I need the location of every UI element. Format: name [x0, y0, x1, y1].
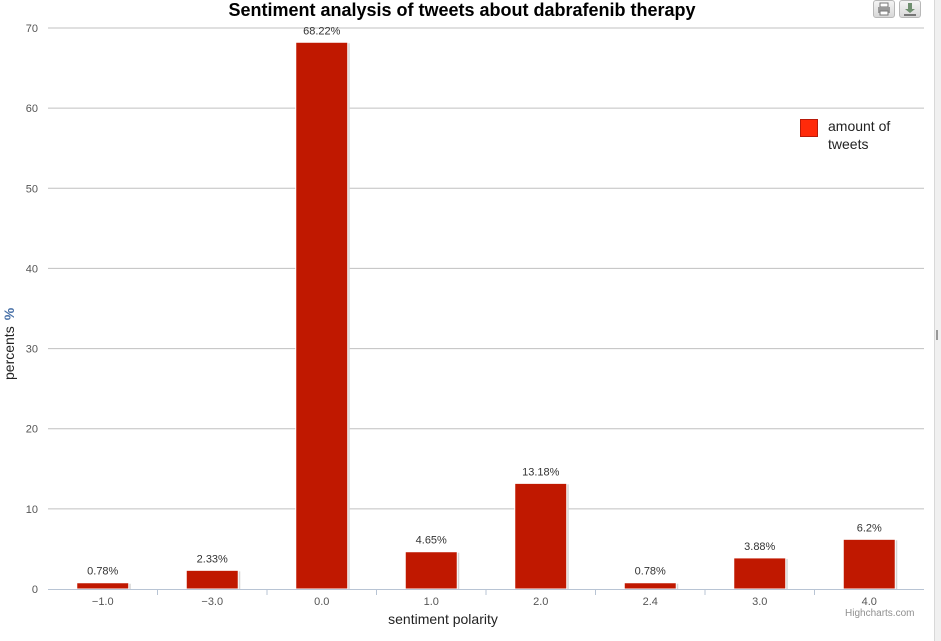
data-label: 2.33% [197, 553, 228, 565]
y-tick-label: 60 [26, 103, 38, 115]
x-tick-label: 4.0 [862, 596, 877, 608]
y-tick-label: 40 [26, 263, 38, 275]
y-tick-label: 30 [26, 344, 38, 356]
y-tick-label: 70 [26, 23, 38, 35]
bar[interactable] [295, 41, 349, 590]
chart-title: Sentiment analysis of tweets about dabra… [228, 0, 696, 20]
bars [76, 41, 898, 590]
x-tick-label: 0.0 [314, 596, 329, 608]
y-tick-label: 0 [32, 584, 38, 596]
x-axis-title: sentiment polarity [388, 611, 498, 627]
bar[interactable] [185, 569, 239, 590]
y-tick-label: 10 [26, 504, 38, 516]
bar[interactable] [76, 582, 130, 590]
data-label: 68.22% [303, 25, 341, 37]
data-label: 4.65% [416, 535, 447, 547]
data-label: 13.18% [522, 466, 560, 478]
grid-lines [48, 27, 924, 510]
data-label: 3.88% [744, 541, 775, 553]
x-tick-label: −3.0 [201, 596, 223, 608]
y-tick-label: 20 [26, 424, 38, 436]
data-label: 6.2% [857, 522, 882, 534]
x-tick-label: 2.4 [643, 596, 658, 608]
printer-icon [878, 2, 890, 16]
bar[interactable] [623, 582, 677, 590]
x-tick-label: −1.0 [92, 596, 114, 608]
legend[interactable]: amount of tweets [800, 118, 914, 153]
y-axis-ticks: 0 10 20 30 40 50 60 70 [26, 23, 38, 596]
print-button[interactable] [873, 0, 895, 18]
bar[interactable] [514, 482, 568, 590]
legend-label: amount of tweets [828, 118, 891, 152]
scrollbar-grip[interactable] [936, 330, 938, 340]
x-axis: −1.0 −3.0 0.0 1.0 2.0 2.4 3.0 4.0 [48, 589, 924, 608]
download-button[interactable] [899, 0, 921, 18]
y-tick-label: 50 [26, 183, 38, 195]
bar[interactable] [733, 557, 787, 590]
data-label: 0.78% [635, 566, 666, 578]
legend-swatch [800, 119, 818, 137]
data-labels: 0.78% 2.33% 68.22% 4.65% 13.18% 0.78% 3.88% 6.2… [87, 25, 882, 577]
download-icon [904, 3, 916, 16]
bar[interactable] [842, 538, 896, 590]
data-label: 0.78% [87, 566, 118, 578]
bar[interactable] [404, 551, 458, 590]
x-tick-label: 3.0 [752, 596, 767, 608]
x-tick-label: 1.0 [424, 596, 439, 608]
y-axis-unit: % [1, 307, 17, 320]
credits-link[interactable]: Highcharts.com [845, 608, 915, 619]
x-tick-label: 2.0 [533, 596, 548, 608]
y-axis-title-text: percents [1, 326, 17, 380]
scrollbar[interactable] [934, 0, 941, 641]
y-axis-title: percents% [1, 307, 17, 380]
